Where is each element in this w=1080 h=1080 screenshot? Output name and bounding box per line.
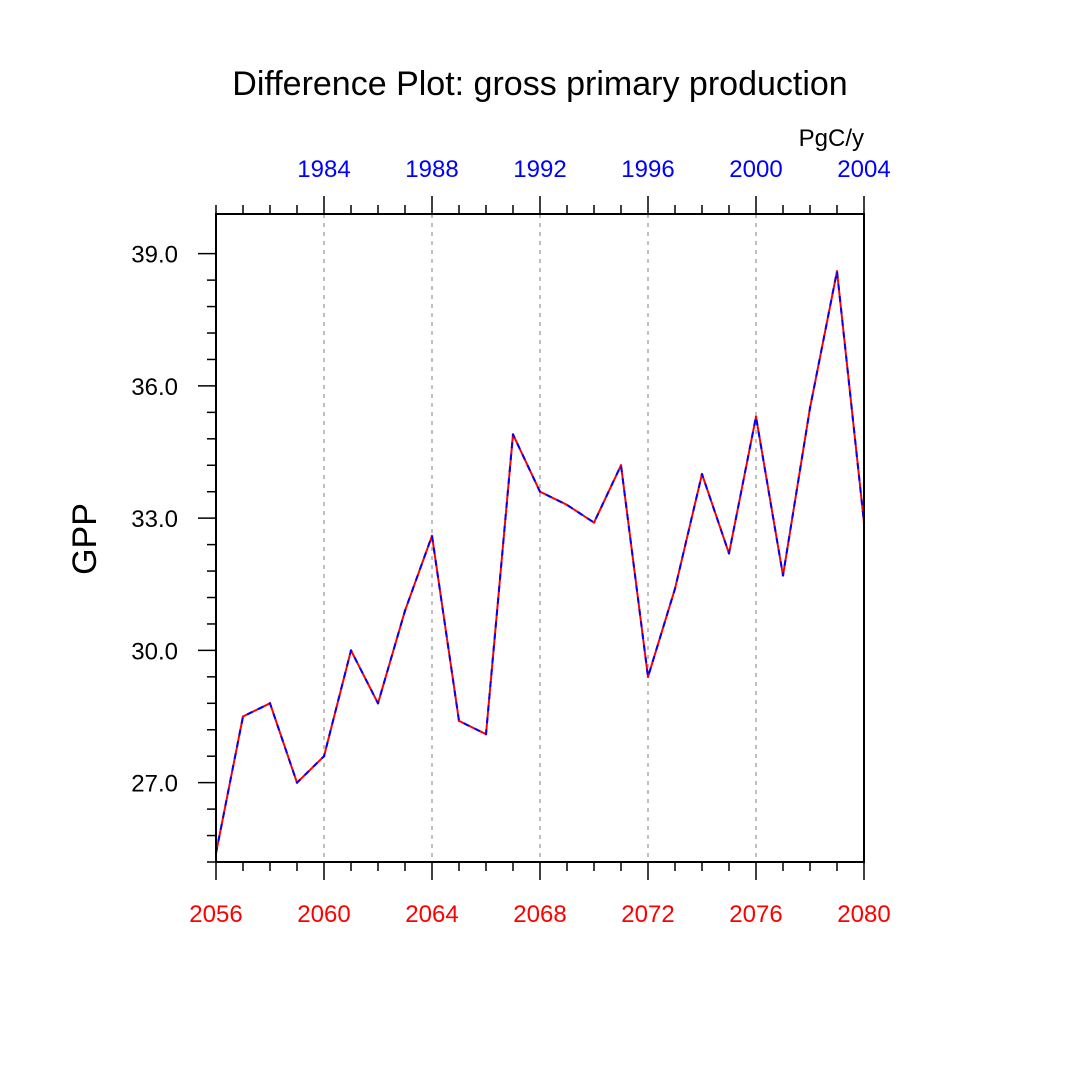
series-line-dashed [215,270,865,854]
axes [198,196,865,880]
data-point [457,719,461,723]
y-tick-label: 39.0 [131,242,178,269]
data-point [619,464,623,467]
data-point [646,675,650,679]
y-axis-label: GPP [66,503,104,575]
y-tick-label: 30.0 [131,638,178,665]
x-bottom-tick-label: 2064 [405,901,458,928]
x-bottom-tick-label: 2056 [189,901,242,928]
x-top-tick-label: 1992 [513,156,566,183]
data-point [241,715,245,718]
x-top-tick-label: 2000 [729,156,782,183]
y-tick-label: 36.0 [131,374,178,401]
x-bottom-tick-label: 2068 [513,901,566,928]
data-point [754,415,758,418]
x-bottom-tick-label: 2072 [621,901,674,928]
x-top-tick-label: 1984 [297,156,350,183]
x-top-tick-label: 1996 [621,156,674,183]
x-top-tick-label: 1988 [405,156,458,183]
tick-labels: 2056 2060 2064 2068 2072 2076 2080 1984 1988 1992… [131,156,890,928]
data-point [835,270,839,273]
x-bottom-tick-label: 2060 [297,901,350,928]
chart-title: Difference Plot: gross primary productio… [232,65,847,103]
x-bottom-tick-label: 2080 [837,901,890,928]
series-layer [214,270,866,855]
x-bottom-tick-label: 2076 [729,901,782,928]
x-top-tick-label: 2004 [837,156,890,183]
units-label: PgC/y [799,125,864,152]
y-tick-label: 27.0 [131,771,178,798]
y-tick-label: 33.0 [131,506,178,533]
data-point [592,521,596,524]
vertical-grid [323,214,757,862]
